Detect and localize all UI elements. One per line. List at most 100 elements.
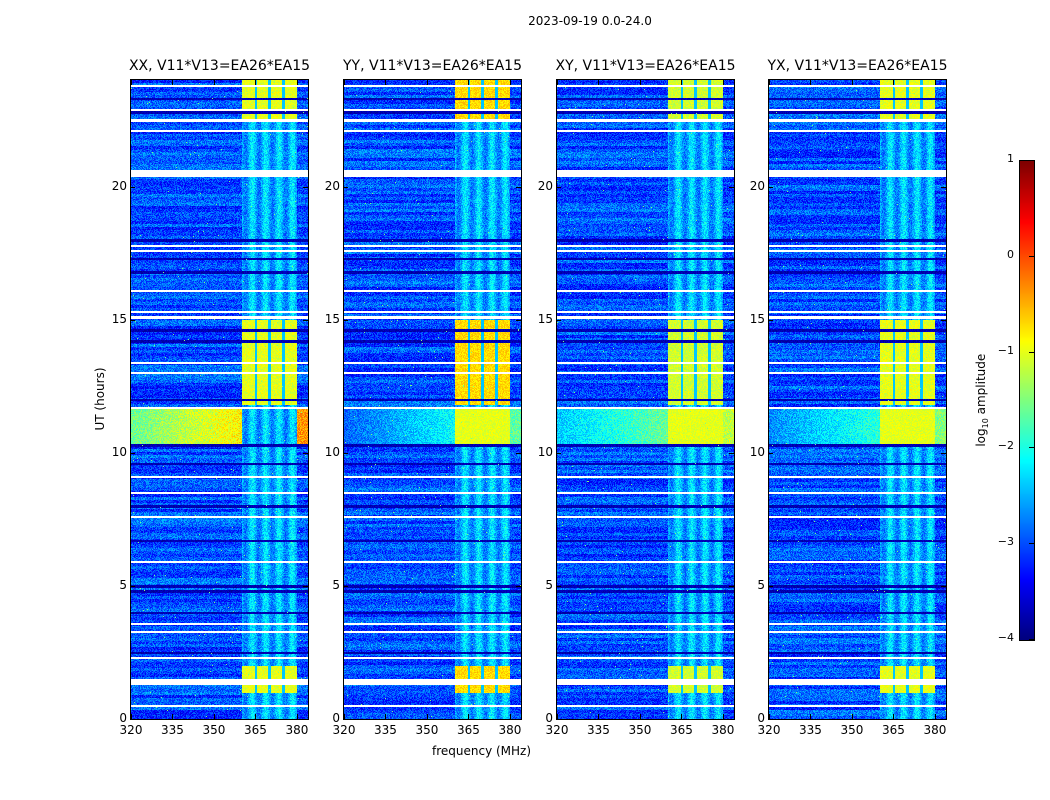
x-tick-mark (426, 714, 428, 719)
x-tick-mark (639, 80, 641, 85)
y-tick-mark (303, 319, 308, 321)
heatmap-cells (769, 80, 946, 719)
heatmap-panel: YY, V11*V13=EA26*EA15 (343, 58, 522, 720)
y-tick-mark (130, 186, 135, 188)
x-tick-mark (681, 80, 683, 85)
heatmap-panel: XY, V11*V13=EA26*EA15 (555, 58, 736, 720)
panel-title: YX, V11*V13=EA26*EA15 (767, 58, 948, 74)
y-tick-label: 5 (332, 577, 340, 592)
y-tick-mark (343, 452, 348, 454)
x-tick-label: 350 (840, 723, 864, 737)
colorbar-tick-label: 0 (1007, 247, 1014, 261)
plot-frame (768, 79, 947, 720)
x-tick-label: 380 (711, 723, 735, 737)
heatmap-panel: YX, V11*V13=EA26*EA15 (767, 58, 948, 720)
y-tick-mark (768, 585, 773, 587)
y-tick-label: 0 (545, 711, 553, 725)
y-tick-mark (729, 452, 734, 454)
y-tick-label: 10 (537, 444, 553, 459)
heatmap-cells (557, 80, 734, 719)
y-tick-label: 0 (757, 711, 765, 725)
x-tick-label: 335 (587, 723, 610, 737)
y-tick-mark (556, 452, 561, 454)
x-tick-label: 365 (670, 723, 693, 737)
x-tick-mark (385, 80, 387, 85)
y-tick-mark (343, 319, 348, 321)
x-tick-mark (131, 714, 132, 719)
x-tick-label: 350 (628, 723, 652, 737)
x-tick-mark (934, 80, 936, 85)
colorbar-tick-label: 1 (1007, 152, 1014, 165)
colorbar (1019, 160, 1035, 641)
y-tick-mark (343, 719, 348, 720)
colorbar-tick-mark (1029, 255, 1034, 257)
y-tick-mark (941, 186, 946, 188)
y-tick-mark (303, 719, 308, 720)
x-tick-mark (255, 714, 257, 719)
panel-title: XY, V11*V13=EA26*EA15 (555, 58, 736, 74)
colorbar-tick-label: −3 (997, 535, 1014, 549)
x-tick-mark (639, 714, 641, 719)
y-tick-mark (768, 452, 773, 454)
y-tick-label: 0 (332, 711, 340, 725)
y-tick-mark (729, 319, 734, 321)
x-tick-mark (296, 714, 298, 719)
x-tick-mark (681, 714, 683, 719)
x-tick-label: 320 (332, 723, 356, 737)
y-tick-mark (556, 186, 561, 188)
x-tick-mark (509, 80, 511, 85)
y-tick-mark (729, 719, 734, 720)
y-tick-mark (343, 585, 348, 587)
y-tick-mark (130, 719, 135, 720)
y-tick-label: 5 (119, 577, 127, 592)
colorbar-tick-label: −2 (997, 439, 1014, 453)
x-tick-mark (851, 714, 853, 719)
x-tick-label: 380 (498, 723, 522, 737)
x-tick-label: 335 (374, 723, 397, 737)
y-tick-label: 10 (749, 444, 765, 459)
x-tick-mark (810, 80, 812, 85)
heatmap-panel: XX, V11*V13=EA26*EA15 (129, 58, 310, 720)
plot-frame (130, 79, 309, 720)
x-tick-mark (598, 80, 600, 85)
y-tick-mark (768, 319, 773, 321)
x-tick-label: 320 (119, 723, 143, 737)
y-tick-mark (516, 585, 521, 587)
colorbar-tick-label: −4 (997, 631, 1014, 644)
y-tick-mark (941, 719, 946, 720)
x-tick-mark (934, 714, 936, 719)
y-tick-label: 0 (119, 711, 127, 725)
y-tick-mark (130, 452, 135, 454)
heatmap-cells (344, 80, 521, 719)
y-tick-label: 20 (749, 178, 765, 193)
y-tick-mark (768, 186, 773, 188)
x-tick-label: 335 (799, 723, 822, 737)
x-tick-mark (131, 80, 132, 85)
x-tick-mark (722, 714, 724, 719)
x-tick-label: 365 (244, 723, 267, 737)
x-tick-mark (344, 714, 345, 719)
y-tick-mark (516, 719, 521, 720)
y-tick-mark (941, 319, 946, 321)
y-tick-label: 15 (324, 311, 340, 326)
x-tick-label: 380 (923, 723, 947, 737)
y-tick-mark (556, 585, 561, 587)
x-tick-mark (344, 80, 345, 85)
x-tick-mark (172, 714, 174, 719)
x-tick-mark (851, 80, 853, 85)
y-tick-label: 10 (324, 444, 340, 459)
colorbar-tick-mark (1029, 160, 1034, 161)
x-tick-mark (426, 80, 428, 85)
plot-frame (343, 79, 522, 720)
x-tick-mark (810, 714, 812, 719)
y-tick-label: 5 (757, 577, 765, 592)
y-tick-mark (303, 186, 308, 188)
panel-title: XX, V11*V13=EA26*EA15 (128, 58, 311, 74)
y-tick-mark (941, 585, 946, 587)
y-tick-mark (130, 319, 135, 321)
x-tick-mark (468, 80, 470, 85)
panel-title: YY, V11*V13=EA26*EA15 (343, 58, 522, 74)
x-axis-label: frequency (MHz) (432, 744, 532, 758)
plot-frame (556, 79, 735, 720)
x-tick-label: 335 (161, 723, 184, 737)
